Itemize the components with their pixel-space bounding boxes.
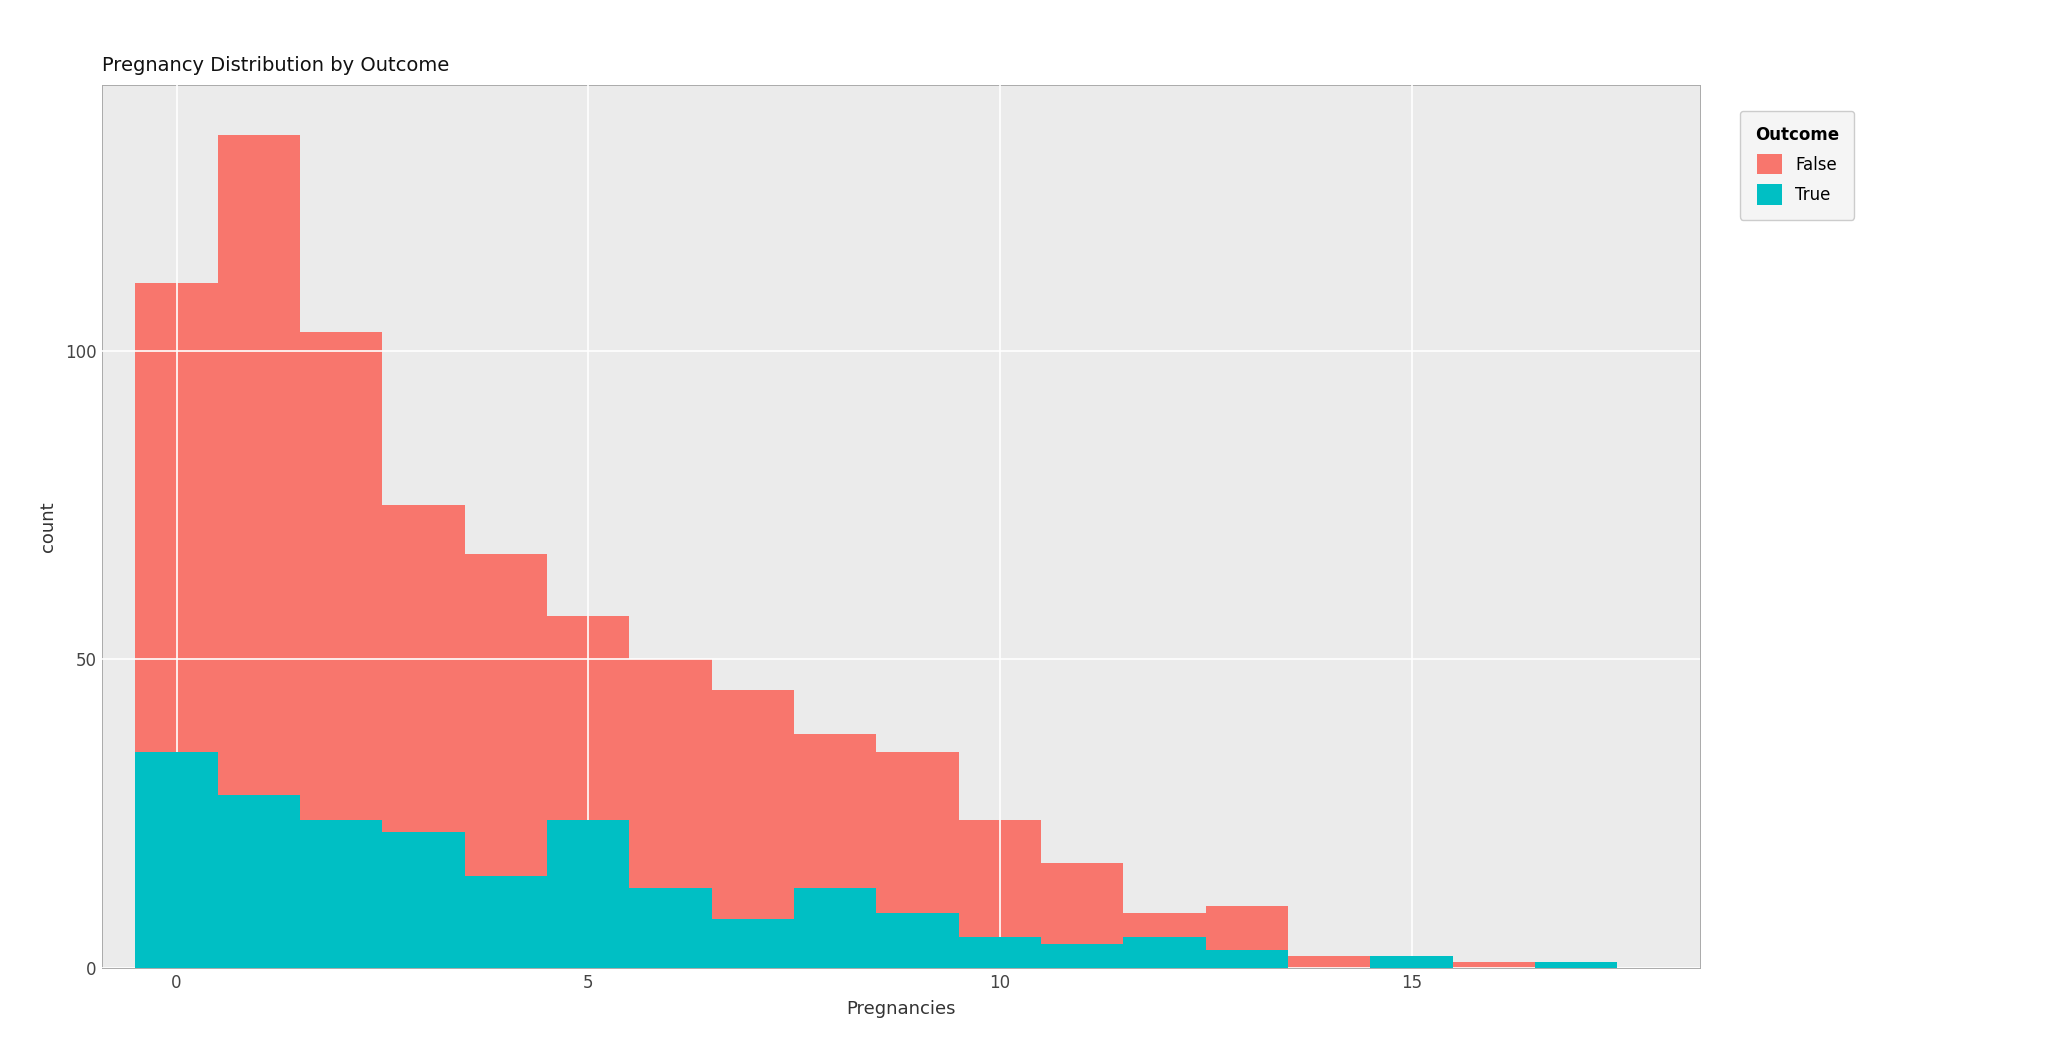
Bar <box>299 820 383 968</box>
Legend: False, True: False, True <box>1741 111 1853 220</box>
Bar <box>713 691 795 968</box>
Bar <box>713 919 795 968</box>
Bar <box>877 752 958 968</box>
Bar <box>795 888 877 968</box>
Bar <box>1206 950 1288 968</box>
Text: Pregnancy Distribution by Outcome: Pregnancy Distribution by Outcome <box>102 56 451 76</box>
Bar <box>877 913 958 968</box>
X-axis label: Pregnancies: Pregnancies <box>846 1000 956 1018</box>
Y-axis label: count: count <box>39 501 57 552</box>
Bar <box>1206 907 1288 968</box>
Bar <box>1040 863 1124 968</box>
Bar <box>547 820 629 968</box>
Bar <box>135 752 217 968</box>
Bar <box>1124 913 1206 968</box>
Bar <box>629 888 713 968</box>
Bar <box>1288 955 1370 968</box>
Bar <box>1370 955 1452 968</box>
Bar <box>383 832 465 968</box>
Bar <box>217 795 299 968</box>
Bar <box>135 283 217 968</box>
Bar <box>1536 962 1618 968</box>
Bar <box>795 733 877 968</box>
Bar <box>1124 937 1206 968</box>
Bar <box>299 332 383 968</box>
Bar <box>1452 962 1536 968</box>
Bar <box>217 134 299 968</box>
Bar <box>958 937 1040 968</box>
Bar <box>465 876 547 968</box>
Bar <box>547 616 629 968</box>
Bar <box>1040 944 1124 968</box>
Bar <box>958 820 1040 968</box>
Bar <box>465 554 547 968</box>
Bar <box>629 660 713 968</box>
Bar <box>383 505 465 968</box>
